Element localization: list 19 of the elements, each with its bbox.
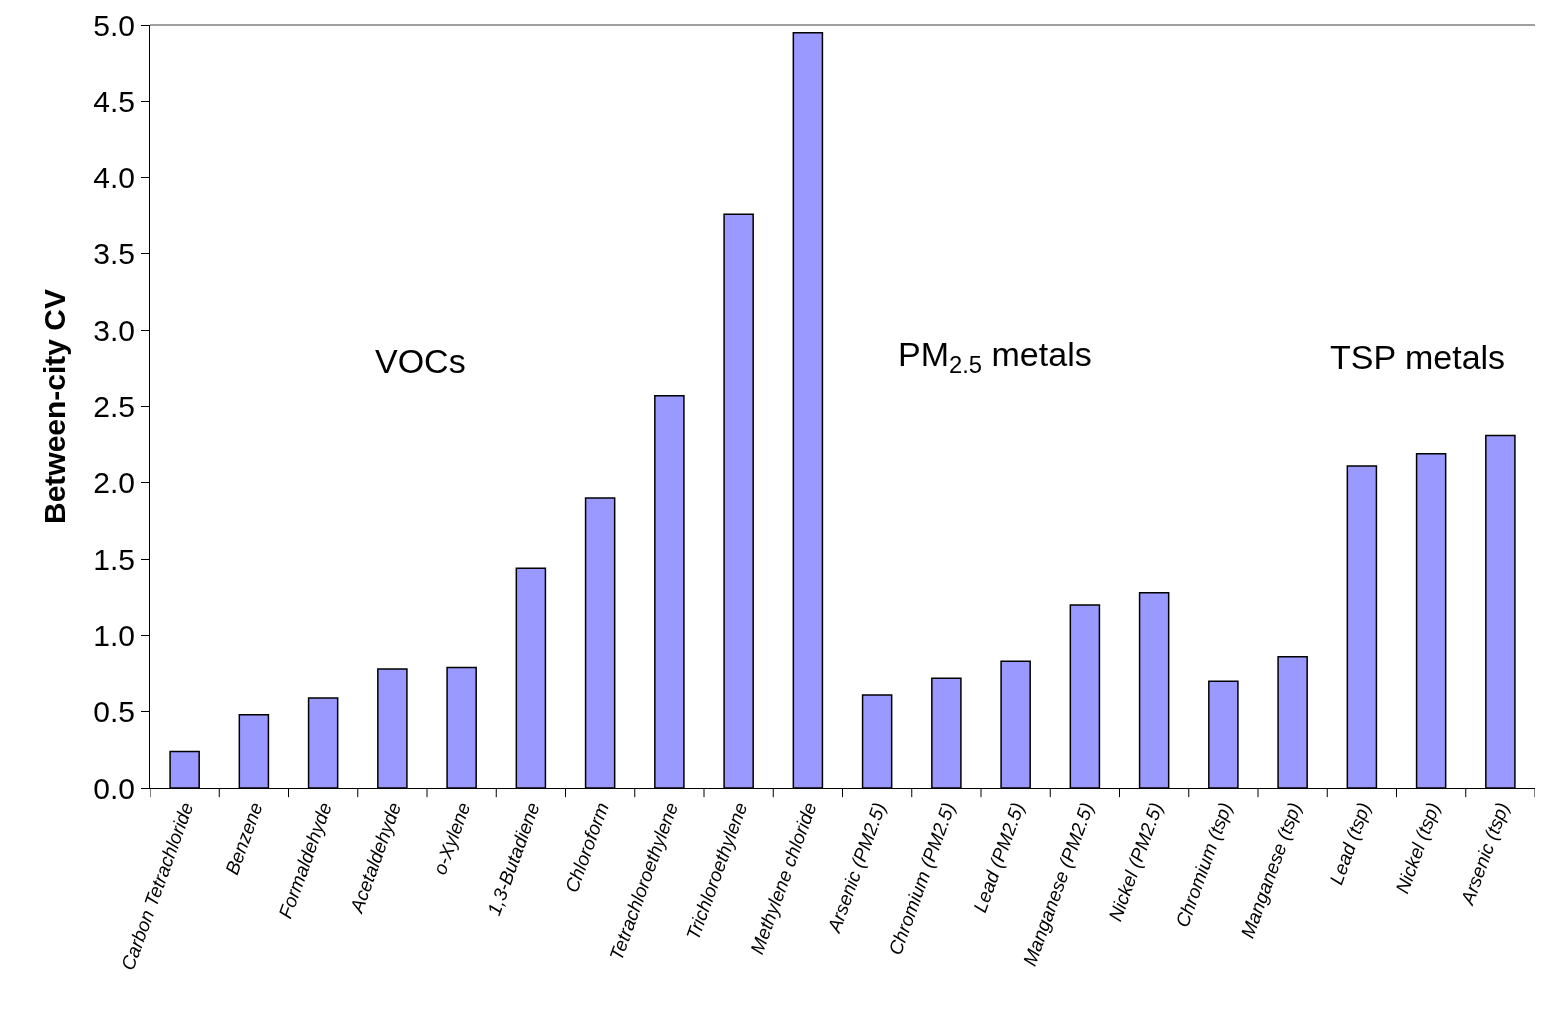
y-tick-label: 4.5 [93,84,135,118]
y-tick-label: 5.0 [93,8,135,42]
y-axis-title: Between-city CV [38,288,72,525]
y-tick-label: 4.0 [93,161,135,195]
annotation: TSP metals [1330,338,1506,376]
y-tick-label: 1.0 [93,618,135,652]
annotation: PM$_{2.5}$ metals [898,335,1092,379]
y-tick-label: 1.5 [93,542,135,576]
y-tick-label: 2.0 [93,466,135,500]
y-tick-label: 0.0 [93,771,135,805]
y-tick-label: 0.5 [93,695,135,729]
x-tick-label: Nickel (tsp) [1391,799,1444,897]
y-tick-label: 2.5 [93,390,135,423]
y-tick-label: 3.5 [93,237,135,271]
y-tick-label: 3.0 [93,313,135,347]
x-tick-label: Lead (tsp) [1325,799,1375,888]
annotation: VOCs [375,342,466,380]
x-tick-label: Arsenic (tsp) [1456,799,1514,909]
x-tick-label: o-Xylene [428,799,475,878]
